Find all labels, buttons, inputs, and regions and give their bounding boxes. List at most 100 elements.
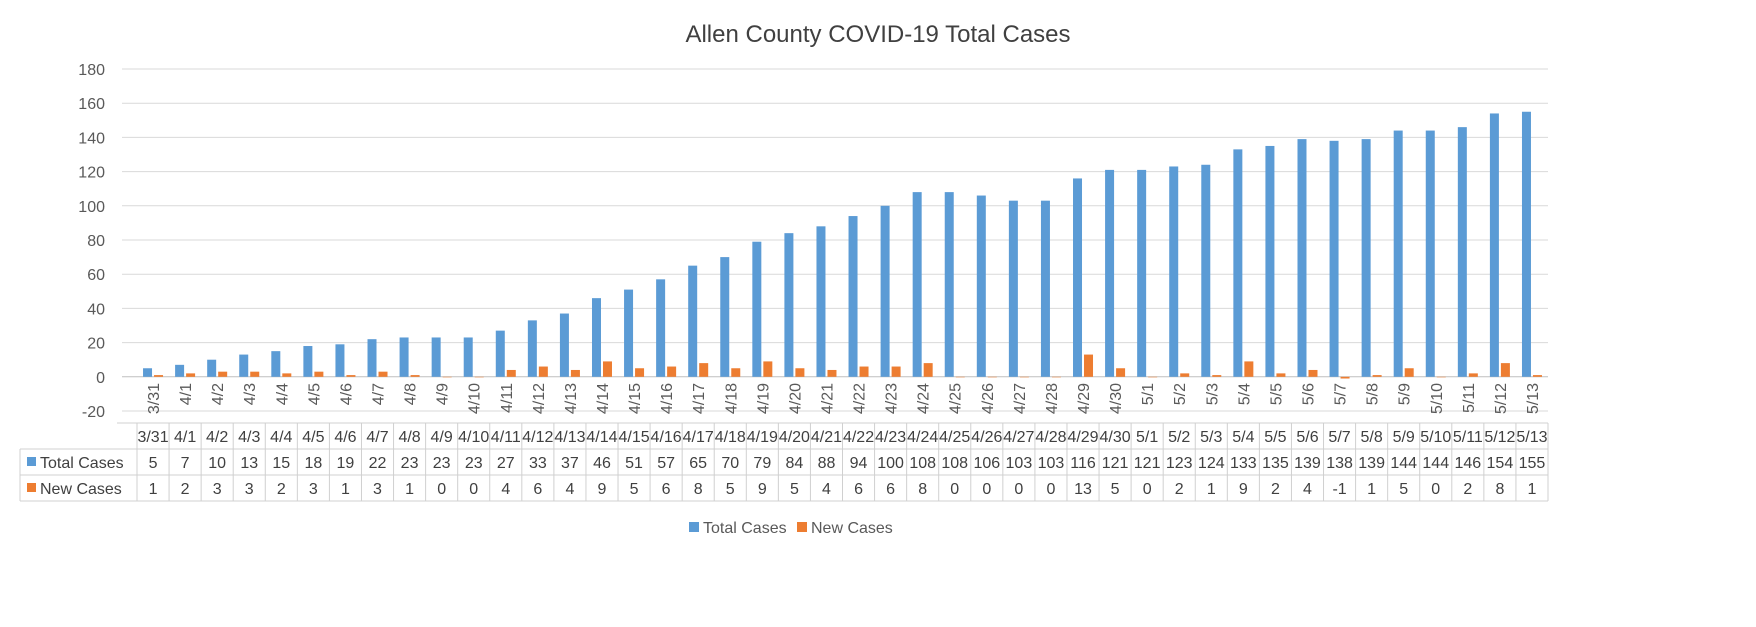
x-tick-label: 5/12	[1493, 383, 1510, 414]
table-header-cell: 4/2	[206, 429, 228, 446]
table-cell: 108	[909, 455, 936, 472]
table-header-cell: 5/13	[1516, 429, 1547, 446]
table-legend-key	[27, 457, 36, 466]
x-tick-label: 4/23	[884, 383, 901, 414]
bar-total-cases	[1265, 145, 1275, 377]
bar-total-cases	[335, 344, 345, 377]
bar-new-cases	[570, 369, 580, 377]
bar-new-cases	[506, 369, 516, 377]
bar-total-cases	[143, 368, 153, 377]
table-cell: 88	[818, 455, 836, 472]
bar-new-cases	[763, 361, 773, 377]
x-tick-label: 4/13	[563, 383, 580, 414]
table-cell: 94	[850, 455, 868, 472]
table-header-cell: 5/12	[1484, 429, 1515, 446]
bar-new-cases	[442, 376, 452, 378]
table-header-cell: 4/13	[554, 429, 585, 446]
table-cell: 0	[469, 481, 478, 498]
bar-total-cases	[784, 233, 794, 377]
x-tick-label: 4/21	[819, 383, 836, 414]
table-cell: 10	[208, 455, 226, 472]
table-cell: 116	[1070, 455, 1096, 472]
x-tick-label: 4/26	[980, 383, 997, 414]
legend-swatch	[689, 522, 699, 532]
data-table: 3/31 4/1 4/2 4/3 4/4 4/5 4/6 4/7 4/8 4/9 4/10 4/11 4…	[19, 422, 1549, 502]
table-header-cell: 4/1	[174, 429, 196, 446]
table-cell: 46	[593, 455, 611, 472]
table-cell: 5	[1111, 481, 1120, 498]
table-header-cell: 4/6	[334, 429, 356, 446]
y-tick-label: 0	[96, 370, 105, 387]
y-tick-label: 60	[87, 267, 105, 284]
table-cell: 9	[758, 481, 767, 498]
bar-new-cases	[1212, 375, 1222, 377]
x-tick-label: 4/16	[659, 383, 676, 414]
table-cell: 108	[941, 455, 968, 472]
bar-total-cases	[1105, 169, 1115, 377]
table-cell: 5	[630, 481, 639, 498]
table-cell: 19	[337, 455, 355, 472]
bar-new-cases	[1404, 368, 1414, 377]
bar-total-cases	[1169, 166, 1179, 377]
table-cell: 4	[822, 481, 831, 498]
bar-total-cases	[239, 354, 249, 377]
table-header-cell: 4/17	[683, 429, 714, 446]
bar-total-cases	[656, 279, 666, 377]
x-tick-label: 4/4	[274, 383, 291, 405]
table-header-cell: 4/23	[875, 429, 906, 446]
table-header-cell: 4/28	[1035, 429, 1066, 446]
bar-total-cases	[591, 298, 601, 377]
table-cell: 0	[437, 481, 446, 498]
x-tick-label: 4/28	[1044, 383, 1061, 414]
table-header-cell: 4/10	[458, 429, 489, 446]
table-header-cell: 4/25	[939, 429, 970, 446]
bar-total-cases	[463, 337, 473, 377]
x-tick-label: 5/1	[1140, 383, 1157, 405]
table-cell: 1	[149, 481, 158, 498]
table-header-cell: 4/9	[431, 429, 453, 446]
table-cell: 0	[1046, 481, 1055, 498]
bar-new-cases	[1051, 376, 1061, 378]
bar-total-cases	[816, 226, 826, 377]
x-tick-label: 5/10	[1429, 383, 1446, 414]
table-cell: 1	[1367, 481, 1376, 498]
x-tick-label: 4/20	[787, 383, 804, 414]
bar-new-cases	[1019, 376, 1029, 378]
bar-total-cases	[1073, 178, 1083, 377]
y-tick-label: 100	[78, 199, 105, 216]
table-cell: 2	[277, 481, 286, 498]
table-cell: 65	[689, 455, 707, 472]
bar-total-cases	[303, 346, 313, 377]
table-cell: 6	[662, 481, 671, 498]
table-header-cell: 5/11	[1453, 429, 1483, 446]
bar-total-cases	[624, 289, 634, 377]
bar-total-cases	[1521, 111, 1531, 377]
table-cell: 23	[401, 455, 419, 472]
grid-lines	[122, 68, 1548, 412]
bar-new-cases	[1180, 373, 1190, 377]
bar-total-cases	[1201, 164, 1211, 377]
x-tick-label: 4/14	[595, 383, 612, 414]
table-header-cell: 4/26	[971, 429, 1002, 446]
table-cell: 51	[625, 455, 643, 472]
bar-new-cases	[1468, 373, 1478, 377]
table-row-label: Total Cases	[40, 455, 124, 472]
table-cell: 3	[373, 481, 382, 498]
table-header-cell: 4/5	[302, 429, 324, 446]
bar-new-cases	[1084, 354, 1094, 377]
bar-total-cases	[431, 337, 441, 377]
table-header-cell: 3/31	[137, 429, 168, 446]
table-cell: 13	[1074, 481, 1092, 498]
bar-total-cases	[1008, 200, 1018, 377]
y-tick-label: 120	[78, 165, 105, 182]
bar-new-cases	[410, 375, 420, 377]
x-tick-label: 4/9	[435, 383, 452, 405]
legend-swatch	[797, 522, 807, 532]
table-cell: 23	[465, 455, 483, 472]
bar-new-cases	[859, 366, 869, 377]
y-tick-label: 20	[87, 336, 105, 353]
table-header-cell: 4/8	[398, 429, 420, 446]
table-cell: 18	[304, 455, 322, 472]
x-tick-label: 4/7	[371, 383, 388, 405]
